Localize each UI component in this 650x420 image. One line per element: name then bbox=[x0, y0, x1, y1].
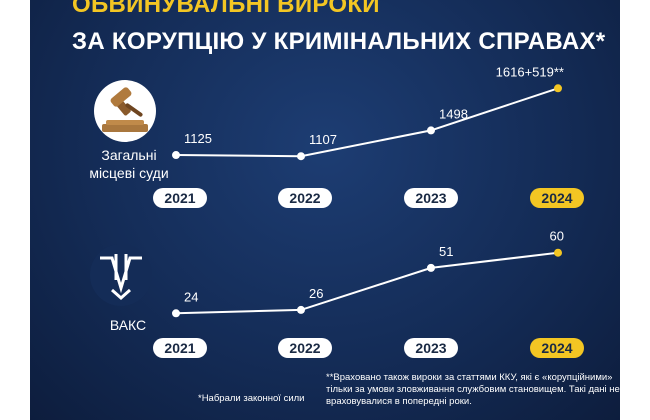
data-label-2022: 26 bbox=[309, 286, 323, 301]
vaks-emblem-icon bbox=[90, 244, 152, 306]
data-label-2021: 24 bbox=[184, 289, 198, 304]
data-label-2024: 1616+519** bbox=[496, 64, 564, 79]
x-tick-2021: 2021 bbox=[153, 188, 207, 208]
data-point-2024 bbox=[554, 248, 562, 257]
series-line bbox=[175, 251, 559, 315]
x-tick-2022: 2022 bbox=[278, 338, 332, 358]
data-point-2023 bbox=[427, 126, 435, 135]
gavel-icon bbox=[94, 80, 156, 142]
x-tick-2022: 2022 bbox=[278, 188, 332, 208]
data-point-2021 bbox=[172, 151, 180, 160]
x-tick-2021: 2021 bbox=[153, 338, 207, 358]
label-local-courts: Загальні місцеві суди bbox=[89, 147, 169, 181]
data-point-2023 bbox=[427, 263, 435, 272]
data-point-2021 bbox=[172, 309, 180, 318]
series-line bbox=[175, 87, 559, 158]
data-point-2022 bbox=[297, 152, 305, 161]
x-tick-2023: 2023 bbox=[404, 188, 458, 208]
data-label-2021: 1125 bbox=[184, 131, 212, 146]
x-tick-2024: 2024 bbox=[530, 338, 584, 358]
data-label-2024: 60 bbox=[550, 229, 564, 244]
footnote-additional: **Враховано також вироки за статтями ККУ… bbox=[326, 372, 620, 407]
title-line-1: ОБВИНУВАЛЬНІ ВИРОКИ bbox=[72, 0, 380, 18]
x-tick-2024: 2024 bbox=[530, 188, 584, 208]
footnote-final: *Набрали законної сили bbox=[198, 393, 305, 404]
data-point-2022 bbox=[297, 305, 305, 314]
line-charts: 1125 1107 1498 1616+519** 24 26 51 60 bbox=[172, 64, 564, 318]
data-point-2024 bbox=[554, 84, 562, 93]
data-label-2022: 1107 bbox=[309, 132, 337, 147]
x-tick-2023: 2023 bbox=[404, 338, 458, 358]
infographic-panel: ОБВИНУВАЛЬНІ ВИРОКИ ЗА КОРУПЦІЮ У КРИМІН… bbox=[30, 0, 620, 420]
title-line-2: ЗА КОРУПЦІЮ У КРИМІНАЛЬНИХ СПРАВАХ* bbox=[72, 28, 606, 55]
data-label-2023: 1498 bbox=[439, 106, 468, 121]
data-label-2023: 51 bbox=[439, 244, 453, 259]
label-vaks: ВАКС bbox=[109, 317, 147, 333]
